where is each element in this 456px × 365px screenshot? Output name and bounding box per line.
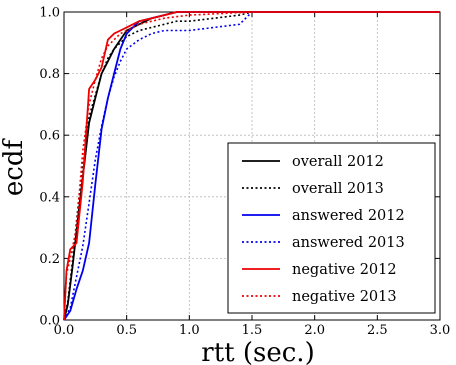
- y-tick-label: 0.0: [39, 314, 60, 329]
- x-tick-label: 1.0: [179, 323, 200, 338]
- legend-label: answered 2013: [292, 235, 405, 251]
- legend-label: negative 2012: [292, 262, 397, 278]
- x-tick-label: 0.5: [116, 323, 137, 338]
- series-line-answered-2013: [63, 11, 440, 321]
- x-tick-label: 1.5: [242, 323, 263, 338]
- legend-label: overall 2013: [292, 181, 384, 197]
- legend-label: negative 2013: [292, 289, 397, 305]
- y-tick-label: 0.8: [39, 67, 60, 82]
- series-lines: [63, 11, 440, 321]
- legend-label: answered 2012: [292, 208, 405, 224]
- series-line-negative-2012: [63, 11, 440, 321]
- legend-box: [227, 142, 436, 314]
- legend-label: overall 2012: [292, 154, 384, 170]
- y-axis-label: ecdf: [0, 138, 29, 197]
- tick-labels: 0.0 0.5 1.0 1.5 2.0 2.5 3.0 0.0 0.2 0.4 0.6 0.8 1.0: [39, 6, 450, 339]
- y-tick-label: 0.4: [39, 190, 60, 205]
- x-tick-label: 3.0: [430, 323, 451, 338]
- x-axis-label: rtt (sec.): [201, 338, 314, 365]
- x-tick-label: 2.0: [304, 323, 325, 338]
- x-tick-label: 0.0: [54, 323, 75, 338]
- y-tick-label: 0.2: [39, 252, 60, 267]
- series-line-negative-2013: [63, 11, 440, 321]
- x-tick-label: 2.5: [367, 323, 388, 338]
- y-tick-label: 1.0: [39, 6, 60, 21]
- legend: overall 2012 overall 2013 answered 2012 ans…: [227, 142, 436, 314]
- y-tick-label: 0.6: [39, 129, 60, 144]
